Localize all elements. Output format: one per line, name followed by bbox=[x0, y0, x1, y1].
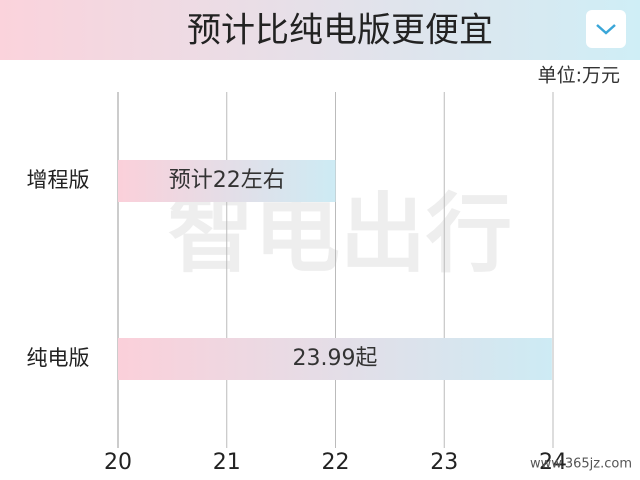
chevron-icon bbox=[596, 24, 616, 35]
source-watermark: www.365jz.com bbox=[530, 457, 632, 472]
x-tick-label: 20 bbox=[104, 450, 132, 475]
x-tick-label: 23 bbox=[430, 450, 458, 475]
unit-label: 单位:万元 bbox=[538, 65, 620, 87]
chart-title: 预计比纯电版更便宜 bbox=[187, 11, 493, 51]
bar bbox=[118, 338, 552, 380]
title-band bbox=[0, 0, 640, 60]
x-tick-label: 24 bbox=[539, 450, 567, 475]
y-tick-label: 纯电版 bbox=[27, 346, 90, 370]
value-label: 预计22左右 bbox=[169, 168, 285, 193]
bar bbox=[118, 160, 336, 202]
x-tick-label: 21 bbox=[213, 450, 241, 475]
value-label: 23.99起 bbox=[292, 346, 377, 371]
dropdown-button[interactable] bbox=[586, 10, 626, 48]
y-tick-label: 增程版 bbox=[27, 168, 90, 192]
x-tick-label: 22 bbox=[322, 450, 350, 475]
